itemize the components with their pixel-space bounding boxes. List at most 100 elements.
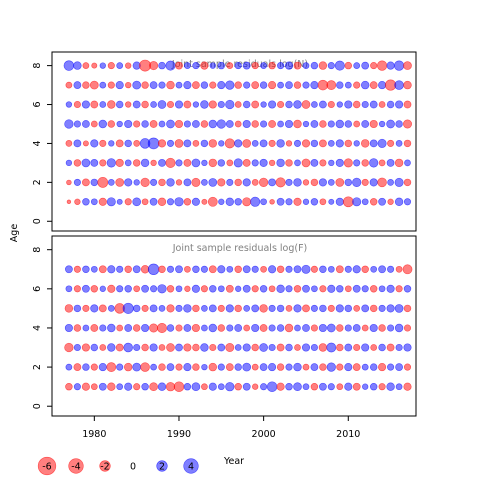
- bubble-age-4-year-1977: [65, 140, 73, 147]
- bubble-age-7-year-1994: [209, 81, 217, 89]
- bubble-age-8-year-1986: [139, 59, 151, 72]
- bubble-age-5-year-1997: [234, 304, 242, 313]
- bubble-age-7-year-2013: [370, 265, 378, 273]
- bubble-age-4-year-1978: [73, 139, 82, 148]
- bubble-age-3-year-1982: [107, 343, 116, 352]
- bubble-age-3-year-1982: [106, 158, 116, 168]
- bubble-age-7-year-1981: [98, 265, 107, 274]
- bubble-age-7-year-1986: [141, 81, 149, 89]
- bubble-age-7-year-2016: [395, 265, 403, 273]
- bubble-age-4-year-2004: [294, 324, 301, 332]
- bubble-age-2-year-1991: [183, 178, 192, 187]
- bubble-age-7-year-1984: [125, 81, 132, 89]
- bubble-age-2-year-1984: [124, 178, 133, 187]
- bubble-age-6-year-1984: [124, 285, 132, 293]
- bubble-size-legend: -6 -4 -2 0 2 4: [37, 456, 199, 476]
- bubble-age-4-year-2012: [361, 139, 370, 148]
- bubble-age-6-year-1987: [150, 101, 157, 108]
- bubble-age-4-year-1989: [166, 139, 175, 147]
- bubble-age-1-year-2010: [344, 382, 353, 391]
- bubble-age-1-year-1997: [234, 198, 242, 206]
- bubble-age-5-year-1993: [200, 120, 209, 128]
- bubble-age-5-year-1978: [73, 120, 81, 128]
- bubble-age-8-year-1990: [175, 61, 183, 70]
- bubble-age-5-year-1992: [192, 120, 200, 128]
- bubble-age-1-year-1986: [141, 198, 149, 206]
- bubble-age-6-year-2002: [276, 284, 285, 293]
- bubble-age-3-year-1978: [73, 159, 82, 167]
- x-tick-label: 2000: [252, 429, 276, 440]
- bubble-age-3-year-1990: [175, 343, 183, 352]
- bubble-age-1-year-1983: [116, 198, 123, 205]
- bubble-age-1-year-1983: [116, 383, 124, 391]
- bubble-age-5-year-1993: [201, 305, 208, 312]
- bubble-age-2-year-2011: [352, 363, 361, 371]
- bubble-age-4-year-2016: [395, 140, 403, 147]
- bubble-age-7-year-1986: [140, 265, 150, 274]
- bubble-age-8-year-1982: [107, 62, 115, 70]
- bubble-age-7-year-1983: [115, 81, 124, 90]
- bubble-age-2-year-2003: [285, 178, 293, 186]
- bubble-age-8-year-1992: [192, 62, 200, 70]
- bubble-age-6-year-2004: [293, 100, 302, 109]
- bubble-age-5-year-1999: [251, 304, 260, 313]
- bubble-age-8-year-2014: [376, 60, 388, 71]
- bubble-age-3-year-1986: [140, 158, 150, 168]
- bubble-age-5-year-1980: [90, 304, 99, 313]
- bubble-age-4-year-1996: [226, 324, 234, 332]
- legend-label: 4: [188, 462, 194, 473]
- bubble-age-2-year-1979: [82, 363, 90, 371]
- bubble-age-2-year-1994: [208, 362, 217, 372]
- bubble-age-6-year-1996: [225, 99, 235, 110]
- bubble-age-4-year-1981: [99, 139, 107, 147]
- bubble-age-1-year-1994: [208, 382, 217, 391]
- legend-label: 2: [159, 462, 165, 473]
- bubble-age-4-year-2011: [352, 324, 361, 332]
- bubble-age-6-year-2005: [301, 100, 311, 109]
- bubble-age-2-year-1985: [132, 362, 142, 372]
- bubble-age-8-year-2010: [344, 61, 353, 70]
- bubble-age-5-year-2011: [353, 120, 361, 128]
- bubble-age-4-year-2015: [387, 139, 395, 147]
- bubble-age-7-year-2016: [394, 80, 404, 90]
- bubble-age-6-year-1986: [141, 284, 149, 293]
- bubble-age-6-year-1983: [115, 100, 124, 109]
- bubble-age-4-year-2007: [319, 139, 327, 148]
- bubble-age-8-year-2012: [361, 61, 370, 70]
- bubble-age-4-year-2002: [276, 324, 285, 332]
- bubble-age-7-year-1988: [158, 265, 166, 274]
- bubble-age-4-year-2005: [302, 324, 310, 332]
- bubble-age-7-year-1994: [208, 265, 217, 274]
- bubble-age-5-year-1989: [166, 304, 175, 313]
- bubble-age-4-year-1982: [108, 140, 115, 147]
- bubble-age-5-year-1977: [64, 119, 74, 129]
- bubble-age-4-year-1979: [82, 140, 89, 147]
- bubble-age-7-year-1997: [234, 81, 242, 89]
- bubble-age-5-year-1997: [234, 120, 242, 128]
- bubble-age-5-year-2004: [293, 304, 302, 313]
- bubble-age-2-year-1981: [98, 363, 107, 372]
- bubble-age-8-year-2003: [284, 61, 294, 70]
- bubble-age-5-year-2000: [260, 120, 268, 128]
- bubble-age-6-year-1985: [132, 100, 141, 109]
- bubble-age-6-year-1988: [157, 100, 167, 109]
- legend-label: -2: [100, 462, 109, 473]
- bubble-age-7-year-2007: [319, 265, 327, 274]
- bubble-age-3-year-2016: [395, 343, 403, 352]
- bubble-age-5-year-2009: [335, 119, 344, 129]
- bubble-age-4-year-2009: [335, 139, 344, 148]
- bubble-age-6-year-2012: [361, 100, 369, 109]
- bubble-age-2-year-2006: [310, 178, 319, 187]
- bubble-age-3-year-1998: [242, 343, 251, 352]
- bubble-age-2-year-1989: [166, 178, 175, 187]
- bubble-age-2-year-1999: [251, 179, 259, 186]
- bubble-age-3-year-1993: [200, 343, 209, 352]
- bubble-age-3-year-2015: [386, 159, 395, 167]
- bubble-age-2-year-2006: [310, 363, 319, 371]
- bubble-age-3-year-1989: [165, 157, 176, 168]
- bubble-age-8-year-2006: [310, 61, 319, 70]
- bubble-age-7-year-1996: [226, 265, 234, 273]
- bubble-age-2-year-2014: [378, 363, 387, 372]
- bubble-age-1-year-2006: [310, 198, 319, 206]
- bubble-age-2-year-2002: [276, 363, 285, 371]
